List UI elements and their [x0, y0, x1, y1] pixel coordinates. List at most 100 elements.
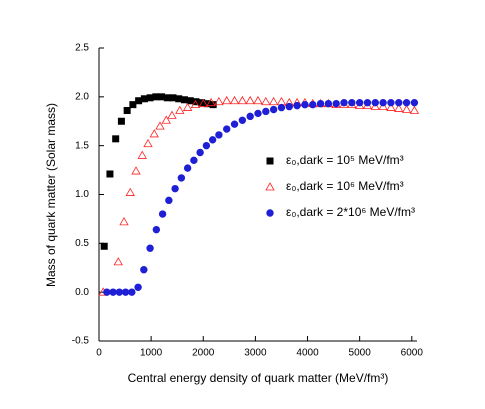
- marker: [378, 101, 388, 110]
- marker: [269, 105, 278, 114]
- marker: [215, 131, 223, 139]
- marker: [165, 196, 173, 205]
- marker: [146, 244, 154, 252]
- y-tick-label: 0.5: [75, 238, 89, 249]
- marker: [206, 97, 216, 107]
- x-tick-label: 4000: [296, 348, 319, 359]
- marker: [123, 107, 131, 115]
- marker: [167, 110, 177, 119]
- marker: [214, 96, 224, 106]
- legend-label: ε₀,dark = 10⁵ MeV/fm³: [286, 153, 404, 167]
- legend-marker: [265, 182, 275, 191]
- x-axis-label: Central energy density of quark matter (…: [128, 371, 389, 385]
- marker: [146, 94, 154, 102]
- marker: [183, 164, 192, 172]
- marker: [355, 98, 364, 107]
- marker: [152, 225, 161, 234]
- marker: [137, 150, 147, 159]
- marker: [262, 107, 270, 116]
- marker: [112, 135, 120, 143]
- marker: [293, 101, 301, 110]
- marker: [401, 104, 412, 113]
- y-tick-label: 2.5: [75, 43, 89, 54]
- marker: [190, 156, 198, 165]
- marker: [186, 97, 194, 105]
- marker: [119, 217, 129, 226]
- legend-label: ε₀,dark = 2*10⁶ MeV/fm³: [286, 205, 415, 219]
- marker: [121, 288, 130, 296]
- legend-label: ε₀,dark = 10⁶ MeV/fm³: [286, 179, 404, 193]
- marker: [254, 109, 262, 118]
- marker: [100, 242, 108, 250]
- marker: [163, 94, 171, 102]
- marker: [117, 117, 125, 125]
- marker: [316, 99, 325, 108]
- marker: [348, 98, 356, 107]
- marker: [115, 288, 124, 296]
- marker: [131, 166, 141, 175]
- marker: [277, 103, 286, 112]
- marker: [402, 98, 411, 107]
- y-tick-label: 2.0: [75, 91, 89, 102]
- marker: [238, 116, 247, 124]
- marker: [152, 93, 160, 101]
- marker: [230, 120, 239, 128]
- marker: [140, 266, 148, 274]
- marker: [134, 283, 142, 291]
- marker: [222, 95, 232, 105]
- marker: [180, 96, 188, 104]
- marker: [410, 98, 419, 107]
- marker: [149, 129, 159, 138]
- legend-marker: [266, 157, 274, 165]
- marker: [268, 96, 279, 106]
- marker: [125, 187, 135, 196]
- marker: [161, 115, 171, 124]
- marker: [202, 141, 211, 150]
- marker: [409, 105, 420, 114]
- y-tick-label: 0.0: [75, 287, 89, 298]
- marker: [208, 136, 217, 144]
- marker: [332, 99, 340, 108]
- marker: [379, 98, 387, 107]
- marker: [143, 138, 153, 148]
- y-tick-label: 1.5: [75, 140, 89, 151]
- marker: [394, 103, 404, 112]
- x-tick-label: 2000: [192, 348, 215, 359]
- marker: [285, 102, 293, 111]
- marker: [177, 174, 186, 182]
- marker: [158, 93, 166, 101]
- marker: [301, 100, 309, 109]
- marker: [223, 125, 231, 133]
- marker: [171, 184, 179, 193]
- x-tick-label: 1000: [140, 348, 163, 359]
- marker: [169, 94, 177, 102]
- marker: [371, 98, 379, 107]
- marker: [129, 101, 137, 109]
- marker: [182, 102, 193, 111]
- x-tick-label: 0: [96, 348, 102, 359]
- legend-marker: [266, 209, 274, 217]
- marker: [246, 112, 254, 121]
- marker: [276, 96, 287, 106]
- marker: [229, 95, 240, 105]
- marker: [113, 257, 123, 266]
- marker: [128, 288, 136, 296]
- marker: [387, 98, 395, 107]
- marker: [190, 99, 201, 109]
- marker: [363, 98, 372, 107]
- marker: [253, 95, 263, 105]
- marker: [103, 288, 111, 296]
- marker: [175, 105, 185, 114]
- marker: [395, 98, 403, 107]
- marker: [261, 96, 271, 106]
- y-axis-label: Mass of quark matter (Solar mass): [44, 103, 58, 287]
- marker: [198, 98, 208, 108]
- marker: [106, 170, 114, 178]
- marker: [324, 99, 333, 108]
- marker: [158, 210, 167, 218]
- marker: [245, 95, 255, 105]
- marker: [175, 95, 183, 103]
- marker: [155, 121, 165, 130]
- marker: [309, 100, 317, 109]
